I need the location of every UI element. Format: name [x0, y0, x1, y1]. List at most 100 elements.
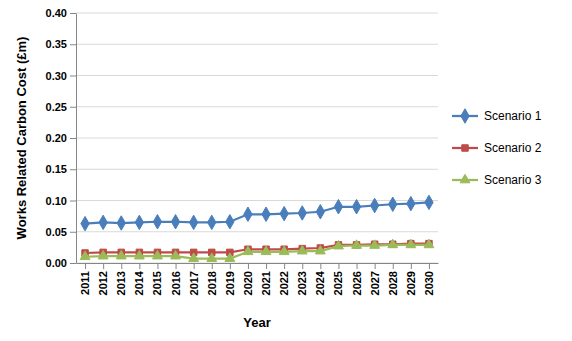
x-tick: 2024	[314, 263, 326, 295]
x-axis-line	[77, 263, 439, 264]
marker	[243, 246, 253, 255]
x-tick-mark	[139, 263, 140, 269]
x-tick: 2020	[242, 263, 254, 295]
y-tick: 0.00	[46, 257, 76, 269]
x-tick-mark	[176, 263, 177, 269]
y-axis-title: Works Related Carbon Cost (£m)	[14, 37, 29, 240]
x-tick-mark	[266, 263, 267, 269]
grid-line	[76, 106, 438, 107]
grid-line	[76, 44, 438, 45]
marker	[334, 240, 344, 249]
marker	[406, 239, 416, 248]
y-tick: 0.40	[46, 7, 76, 19]
x-tick: 2017	[188, 263, 200, 295]
legend-label: Scenario 3	[484, 173, 542, 187]
x-tick: 2012	[97, 263, 109, 295]
y-tick-label: 0.10	[46, 195, 67, 207]
y-tick-label: 0.30	[46, 70, 67, 82]
legend-label: Scenario 1	[484, 109, 542, 123]
marker	[81, 216, 89, 230]
marker	[171, 250, 181, 259]
x-tick-mark	[157, 263, 158, 269]
x-tick: 2015	[151, 263, 163, 295]
x-tick-mark	[121, 263, 122, 269]
y-tick-mark	[70, 107, 76, 108]
marker	[407, 196, 415, 210]
x-tick-mark	[429, 263, 430, 269]
x-tick-mark	[302, 263, 303, 269]
marker	[316, 205, 324, 219]
x-tick: 2027	[369, 263, 381, 295]
x-tick-mark	[85, 263, 86, 269]
x-tick-label: 2011	[79, 271, 91, 295]
marker	[134, 250, 144, 259]
y-tick-mark	[70, 138, 76, 139]
x-tick-label: 2015	[151, 271, 163, 295]
y-tick-mark	[70, 232, 76, 233]
marker	[297, 245, 307, 254]
x-tick-mark	[194, 263, 195, 269]
series-markers	[80, 239, 434, 261]
x-tick-label: 2017	[188, 271, 200, 295]
marker	[280, 206, 288, 220]
grid-line	[76, 263, 438, 264]
marker	[153, 250, 163, 259]
chart: 0.000.050.100.150.200.250.300.350.402011…	[0, 0, 572, 341]
y-tick-label: 0.20	[46, 132, 67, 144]
y-tick-mark	[70, 76, 76, 77]
x-tick: 2030	[423, 263, 435, 295]
legend-item: Scenario 2	[452, 141, 542, 155]
x-tick: 2026	[351, 263, 363, 295]
marker	[117, 216, 125, 230]
legend-item: Scenario 1	[452, 109, 542, 123]
y-tick-mark	[70, 44, 76, 45]
marker	[98, 250, 108, 259]
x-tick: 2025	[332, 263, 344, 295]
marker	[388, 239, 398, 248]
x-tick-label: 2013	[115, 271, 127, 295]
marker	[135, 215, 143, 229]
y-axis-line	[76, 14, 77, 264]
y-tick-mark	[70, 13, 76, 14]
marker	[244, 207, 252, 221]
x-tick-label: 2012	[97, 271, 109, 295]
marker	[315, 245, 325, 254]
x-tick: 2014	[133, 263, 145, 295]
marker	[262, 207, 270, 221]
x-tick: 2023	[296, 263, 308, 295]
x-tick-mark	[393, 263, 394, 269]
x-tick-label: 2024	[314, 270, 326, 295]
x-tick-label: 2027	[369, 271, 381, 295]
marker	[424, 239, 434, 248]
marker	[153, 215, 161, 229]
marker	[171, 215, 179, 229]
x-tick-label: 2029	[405, 271, 417, 295]
grid-line	[76, 231, 438, 232]
y-tick-mark	[70, 263, 76, 264]
y-tick-label: 0.35	[46, 38, 67, 50]
marker	[352, 200, 360, 214]
x-tick-mark	[248, 263, 249, 269]
y-tick-label: 0.40	[46, 7, 67, 19]
y-tick: 0.15	[46, 163, 76, 175]
x-tick-label: 2018	[206, 271, 218, 295]
x-tick-mark	[320, 263, 321, 269]
marker	[99, 215, 107, 229]
x-tick: 2016	[170, 263, 182, 295]
legend-marker	[460, 174, 470, 183]
x-tick: 2011	[79, 263, 91, 295]
x-tick-label: 2030	[423, 271, 435, 295]
x-tick-mark	[357, 263, 358, 269]
x-tick-mark	[230, 263, 231, 269]
x-tick: 2019	[224, 263, 236, 295]
marker	[298, 206, 306, 220]
x-tick: 2021	[260, 263, 272, 295]
marker	[116, 250, 126, 259]
grid-line	[76, 75, 438, 76]
y-tick: 0.05	[46, 226, 76, 238]
x-tick-mark	[375, 263, 376, 269]
marker	[352, 240, 362, 249]
x-tick-label: 2016	[170, 271, 182, 295]
marker	[225, 253, 235, 262]
x-tick-mark	[212, 263, 213, 269]
